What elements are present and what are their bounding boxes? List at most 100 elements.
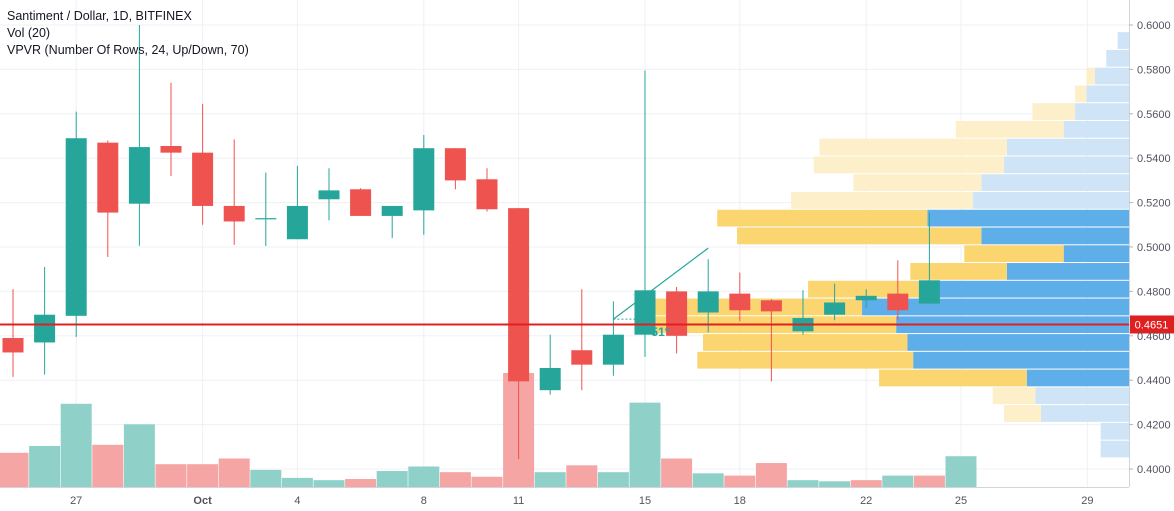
- volume-bar: [313, 480, 345, 487]
- volume-bar: [155, 464, 187, 487]
- x-axis-tick-label: 8: [421, 495, 427, 507]
- volume-bar: [913, 475, 945, 487]
- volume-bar: [281, 477, 313, 487]
- candle: [255, 172, 277, 246]
- vpvr-down-bar: [819, 138, 1007, 156]
- volume-bar: [882, 475, 914, 487]
- vpvr-profile: [637, 32, 1129, 458]
- volume-bar: [724, 475, 756, 487]
- candle: [729, 272, 751, 322]
- x-axis-tick-label: 11: [513, 495, 524, 507]
- vpvr-up-bar: [1117, 32, 1129, 49]
- candle-body: [918, 280, 940, 304]
- candle-body: [255, 218, 277, 220]
- x-axis-tick-label: 25: [955, 495, 967, 507]
- vpvr-up-bar: [927, 209, 1129, 227]
- volume-bar: [787, 480, 819, 487]
- candle-body: [381, 205, 403, 216]
- vpvr-down-bar: [1032, 103, 1076, 120]
- volume-bar: [60, 403, 92, 487]
- candle: [381, 205, 403, 239]
- vpvr-down-bar: [717, 209, 928, 227]
- candle: [223, 139, 245, 245]
- vpvr-down-bar: [808, 280, 928, 298]
- vpvr-up-bar: [1006, 263, 1129, 280]
- volume-bar: [376, 471, 408, 487]
- candle-body: [476, 179, 498, 210]
- vpvr-down-bar: [703, 334, 908, 351]
- x-axis-tick-label: 15: [639, 495, 651, 507]
- candle: [160, 82, 182, 176]
- vpvr-up-bar: [981, 174, 1129, 191]
- vpvr-up-bar: [913, 351, 1129, 369]
- volume-bar: [534, 472, 566, 487]
- volume-bar: [439, 472, 471, 487]
- candle: [571, 289, 593, 391]
- candle-body: [760, 300, 782, 312]
- candle-body: [413, 148, 435, 211]
- volume-bar: [345, 479, 377, 487]
- vpvr-up-bar: [907, 334, 1129, 351]
- y-axis-tick-label: 0.4400: [1137, 375, 1171, 387]
- vpvr-down-bar: [697, 351, 914, 369]
- y-axis-tick-label: 0.5600: [1137, 109, 1171, 121]
- volume-bar: [566, 465, 598, 487]
- y-axis-tick-label: 0.6000: [1137, 20, 1171, 32]
- vpvr-up-bar: [1063, 120, 1129, 138]
- vpvr-down-bar: [1004, 405, 1041, 422]
- volume-bar: [945, 456, 977, 487]
- vpvr-up-bar: [1100, 422, 1129, 440]
- legend-symbol: Santiment / Dollar, 1D, BITFINEX: [7, 9, 192, 23]
- vpvr-down-bar: [737, 227, 982, 245]
- candle: [2, 289, 24, 377]
- y-axis-tick-label: 0.5200: [1137, 198, 1171, 210]
- volume-bar: [92, 444, 124, 487]
- volume-bar: [850, 480, 882, 487]
- vpvr-up-bar: [1040, 405, 1129, 422]
- candle: [508, 208, 530, 460]
- candle-body: [318, 190, 340, 200]
- x-axis-tick-label: 4: [294, 495, 300, 507]
- candle: [697, 259, 719, 333]
- volume-bar: [0, 452, 29, 487]
- vpvr-down-bar: [992, 387, 1036, 405]
- y-axis-tick-label: 0.4800: [1137, 286, 1171, 298]
- vpvr-up-bar: [1075, 103, 1129, 120]
- volume-bar: [408, 466, 440, 487]
- volume-bar: [629, 402, 661, 487]
- volume-bar: [661, 458, 693, 487]
- volume-bar: [819, 481, 851, 487]
- candle: [855, 289, 877, 309]
- angle-label: 51°: [651, 325, 669, 339]
- vpvr-up-bar: [981, 227, 1129, 245]
- candle-body: [2, 338, 24, 353]
- candle-body: [887, 293, 909, 311]
- candle-body: [128, 147, 150, 204]
- candle-body: [65, 138, 87, 316]
- vpvr-down-bar: [910, 263, 1007, 280]
- vpvr-up-bar: [1094, 67, 1129, 85]
- candle-body: [97, 142, 119, 213]
- candle: [318, 168, 340, 221]
- candle-body: [697, 291, 719, 313]
- candle-body: [824, 302, 846, 315]
- vpvr-down-bar: [1086, 67, 1095, 85]
- candle-body: [160, 145, 182, 153]
- vpvr-down-bar: [1075, 85, 1087, 103]
- vpvr-up-bar: [972, 192, 1129, 209]
- candle: [666, 286, 688, 354]
- volume-bars: [0, 373, 977, 487]
- current-price-label: 0.4651: [1135, 319, 1169, 331]
- candle-body: [286, 205, 308, 240]
- vpvr-down-bar: [955, 120, 1064, 138]
- volume-bar: [597, 472, 629, 487]
- y-axis-tick-label: 0.4600: [1137, 331, 1171, 343]
- candle: [413, 134, 435, 235]
- candle-body: [508, 208, 530, 382]
- current-price-line: 0.4651: [0, 315, 1174, 334]
- candle-body: [192, 152, 214, 206]
- vpvr-up-bar: [1006, 138, 1129, 156]
- vpvr-down-bar: [964, 245, 1064, 263]
- candle: [444, 148, 466, 190]
